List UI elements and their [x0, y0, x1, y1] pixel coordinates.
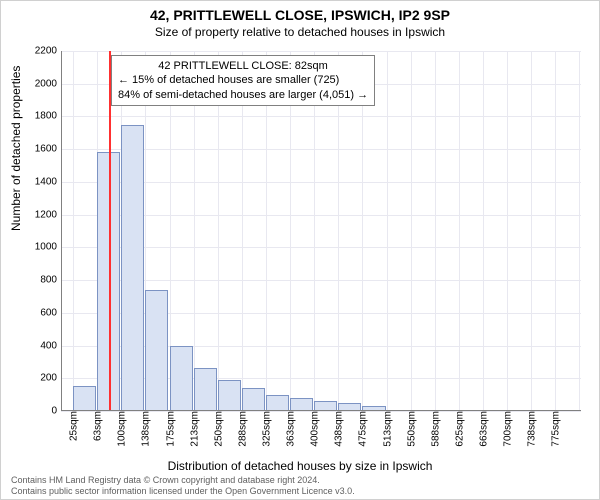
footer: Contains HM Land Registry data © Crown c…: [1, 475, 599, 497]
gridline-h: [61, 51, 581, 52]
annotation-line1: 42 PRITTLEWELL CLOSE: 82sqm: [118, 59, 368, 73]
xtick-label: 138sqm: [139, 411, 152, 447]
xtick-label: 288sqm: [235, 411, 248, 447]
ytick-label: 0: [51, 406, 61, 417]
ytick-label: 2000: [35, 78, 61, 89]
chart-title: 42, PRITTLEWELL CLOSE, IPSWICH, IP2 9SP: [1, 7, 599, 23]
xtick-label: 63sqm: [91, 411, 104, 441]
gridline-v: [435, 51, 436, 411]
gridline-v: [411, 51, 412, 411]
gridline-v: [459, 51, 460, 411]
ytick-label: 1200: [35, 209, 61, 220]
x-axis-label: Distribution of detached houses by size …: [1, 459, 599, 473]
xtick-label: 513sqm: [380, 411, 393, 447]
ytick-label: 1800: [35, 111, 61, 122]
xtick-label: 325sqm: [259, 411, 272, 447]
gridline-v: [73, 51, 74, 411]
histogram-bar: [121, 125, 144, 411]
ytick-label: 2200: [35, 46, 61, 57]
histogram-bar: [145, 290, 168, 411]
ytick-label: 1600: [35, 144, 61, 155]
chart-subtitle: Size of property relative to detached ho…: [1, 25, 599, 39]
gridline-v: [531, 51, 532, 411]
gridline-v: [483, 51, 484, 411]
ytick-label: 1000: [35, 242, 61, 253]
ytick-label: 200: [40, 373, 61, 384]
footer-line2: Contains public sector information licen…: [11, 486, 599, 497]
annotation-box: 42 PRITTLEWELL CLOSE: 82sqm ← 15% of det…: [111, 55, 375, 106]
footer-line1: Contains HM Land Registry data © Crown c…: [11, 475, 599, 486]
gridline-v: [387, 51, 388, 411]
y-axis-line: [61, 51, 62, 411]
xtick-label: 400sqm: [308, 411, 321, 447]
xtick-label: 475sqm: [356, 411, 369, 447]
xtick-label: 363sqm: [284, 411, 297, 447]
xtick-label: 175sqm: [163, 411, 176, 447]
ytick-label: 600: [40, 307, 61, 318]
xtick-label: 663sqm: [476, 411, 489, 447]
ytick-label: 1400: [35, 176, 61, 187]
histogram-bar: [266, 395, 289, 411]
histogram-bar: [242, 388, 265, 411]
histogram-bar: [218, 380, 241, 411]
xtick-label: 700sqm: [501, 411, 514, 447]
xtick-label: 588sqm: [428, 411, 441, 447]
histogram-bar: [170, 346, 193, 411]
annotation-line2: ← 15% of detached houses are smaller (72…: [118, 73, 368, 87]
histogram-bar: [73, 386, 96, 411]
histogram-bar: [194, 368, 217, 411]
xtick-label: 438sqm: [332, 411, 345, 447]
x-axis-line: [61, 410, 581, 411]
plot-area: 42 PRITTLEWELL CLOSE: 82sqm ← 15% of det…: [61, 51, 581, 411]
xtick-label: 25sqm: [67, 411, 80, 441]
gridline-h: [61, 116, 581, 117]
gridline-v: [579, 51, 580, 411]
xtick-label: 100sqm: [115, 411, 128, 447]
xtick-label: 550sqm: [404, 411, 417, 447]
xtick-label: 625sqm: [452, 411, 465, 447]
xtick-label: 775sqm: [549, 411, 562, 447]
xtick-label: 250sqm: [211, 411, 224, 447]
xtick-label: 213sqm: [187, 411, 200, 447]
chart-container: 42, PRITTLEWELL CLOSE, IPSWICH, IP2 9SP …: [0, 0, 600, 500]
gridline-v: [555, 51, 556, 411]
ytick-label: 400: [40, 340, 61, 351]
ytick-label: 800: [40, 275, 61, 286]
annotation-line3: 84% of semi-detached houses are larger (…: [118, 88, 368, 102]
gridline-v: [507, 51, 508, 411]
y-axis-label: Number of detached properties: [9, 66, 23, 231]
xtick-label: 738sqm: [525, 411, 538, 447]
